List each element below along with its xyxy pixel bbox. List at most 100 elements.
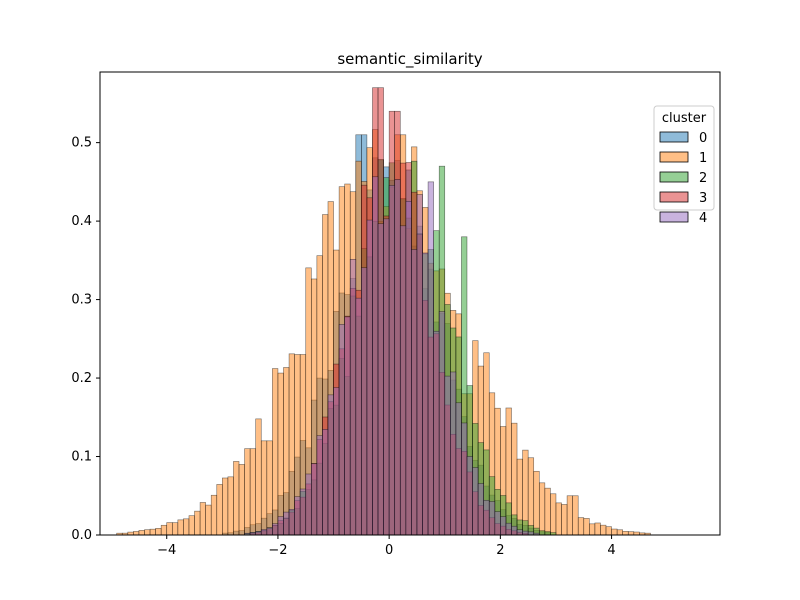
bar-cluster-1: [160, 524, 168, 536]
bar-cluster-1: [577, 517, 585, 536]
axes-frame: [99, 71, 721, 536]
bar-cluster-4: [399, 225, 407, 536]
legend-label-1: 1: [699, 151, 707, 166]
bar-cluster-4: [255, 531, 262, 536]
bar-cluster-1: [205, 504, 212, 536]
bar-cluster-1: [155, 528, 162, 536]
bar-cluster-4: [305, 473, 312, 536]
y-tick-label: 0.4: [71, 214, 92, 229]
bar-cluster-4: [494, 511, 501, 536]
bar-cluster-1: [238, 464, 245, 536]
bar-cluster-1: [171, 522, 179, 536]
bar-cluster-4: [427, 181, 434, 536]
legend-title: cluster: [662, 111, 707, 126]
y-tick-label: 0.3: [71, 293, 92, 308]
bar-cluster-4: [516, 529, 523, 536]
legend-swatch-2: [659, 171, 689, 183]
bar-cluster-4: [411, 249, 418, 536]
bar-cluster-1: [144, 529, 151, 536]
bar-cluster-1: [266, 440, 273, 536]
bar-cluster-1: [288, 353, 295, 536]
bar-cluster-4: [455, 402, 462, 536]
bar-cluster-1: [149, 528, 156, 536]
bar-cluster-4: [283, 511, 290, 536]
bar-cluster-4: [422, 252, 429, 536]
y-axis-ticks: 0.0 0.1 0.2 0.3 0.4 0.5: [71, 136, 100, 543]
bar-cluster-1: [133, 531, 140, 536]
bar-cluster-4: [322, 429, 329, 536]
bar-cluster-1: [166, 522, 173, 536]
bar-cluster-1: [283, 367, 290, 536]
bar-cluster-4: [372, 176, 379, 536]
bar-cluster-4: [316, 435, 323, 536]
bar-cluster-4: [388, 185, 396, 536]
bar-cluster-2: [544, 531, 551, 536]
legend-label-4: 4: [699, 211, 707, 226]
bar-cluster-1: [255, 418, 262, 536]
bar-cluster-4: [461, 422, 468, 536]
legend-swatch-3: [659, 191, 689, 203]
bar-cluster-1: [199, 502, 206, 536]
bar-cluster-1: [583, 518, 590, 536]
legend-label-0: 0: [699, 131, 707, 146]
bar-cluster-4: [483, 499, 490, 536]
bar-cluster-4: [394, 179, 401, 536]
bar-cluster-4: [505, 522, 512, 536]
bar-cluster-4: [299, 488, 307, 536]
bar-cluster-4: [349, 258, 357, 536]
bar-cluster-1: [233, 461, 240, 536]
bar-cluster-4: [333, 387, 340, 536]
bar-cluster-4: [500, 516, 507, 536]
y-tick-label: 0.0: [71, 528, 92, 543]
bar-cluster-4: [366, 219, 373, 536]
bar-cluster-4: [511, 525, 518, 536]
bar-cluster-1: [616, 529, 623, 536]
bar-cluster-1: [183, 518, 190, 536]
bar-cluster-1: [594, 522, 601, 536]
bar-cluster-4: [355, 297, 362, 536]
bar-cluster-4: [361, 267, 368, 536]
bar-cluster-4: [277, 516, 284, 536]
legend-label-3: 3: [699, 191, 707, 206]
bar-cluster-1: [627, 531, 635, 536]
bar-cluster-4: [260, 529, 268, 536]
bar-cluster-4: [377, 223, 384, 536]
bar-cluster-1: [589, 523, 596, 536]
bar-cluster-1: [194, 510, 201, 536]
bar-cluster-1: [622, 531, 629, 536]
bar-cluster-4: [416, 194, 423, 536]
legend-swatch-1: [659, 151, 689, 163]
bar-cluster-4: [266, 527, 273, 536]
bar-cluster-4: [466, 456, 473, 536]
x-tick-label: 2: [496, 543, 504, 558]
bar-cluster-4: [472, 467, 479, 536]
bar-cluster-4: [338, 324, 345, 536]
bar-cluster-4: [405, 200, 412, 536]
bar-cluster-1: [544, 487, 551, 536]
legend-label-2: 2: [699, 171, 707, 186]
bar-cluster-1: [188, 515, 195, 536]
y-tick-label: 0.2: [71, 371, 92, 386]
bar-cluster-1: [249, 448, 256, 536]
bar-cluster-1: [555, 502, 562, 536]
bar-cluster-1: [216, 484, 223, 536]
bar-cluster-1: [177, 519, 184, 536]
bar-cluster-1: [538, 482, 546, 536]
bar-cluster-4: [450, 371, 457, 536]
bar-cluster-4: [444, 375, 451, 536]
legend-swatch-4: [659, 211, 689, 223]
bar-cluster-4: [327, 394, 334, 536]
bar-cluster-1: [566, 495, 573, 536]
chart-title: semantic_similarity: [337, 50, 482, 69]
bar-cluster-4: [433, 330, 440, 536]
bar-cluster-1: [533, 470, 540, 536]
bar-cluster-1: [600, 524, 607, 536]
bar-cluster-4: [311, 463, 318, 536]
bar-cluster-4: [522, 530, 529, 536]
bar-cluster-4: [438, 311, 446, 536]
x-tick-label: −4: [157, 543, 176, 558]
legend-swatch-0: [659, 131, 689, 143]
x-tick-label: −2: [268, 543, 287, 558]
bar-cluster-1: [605, 526, 612, 536]
y-tick-label: 0.1: [71, 450, 92, 465]
